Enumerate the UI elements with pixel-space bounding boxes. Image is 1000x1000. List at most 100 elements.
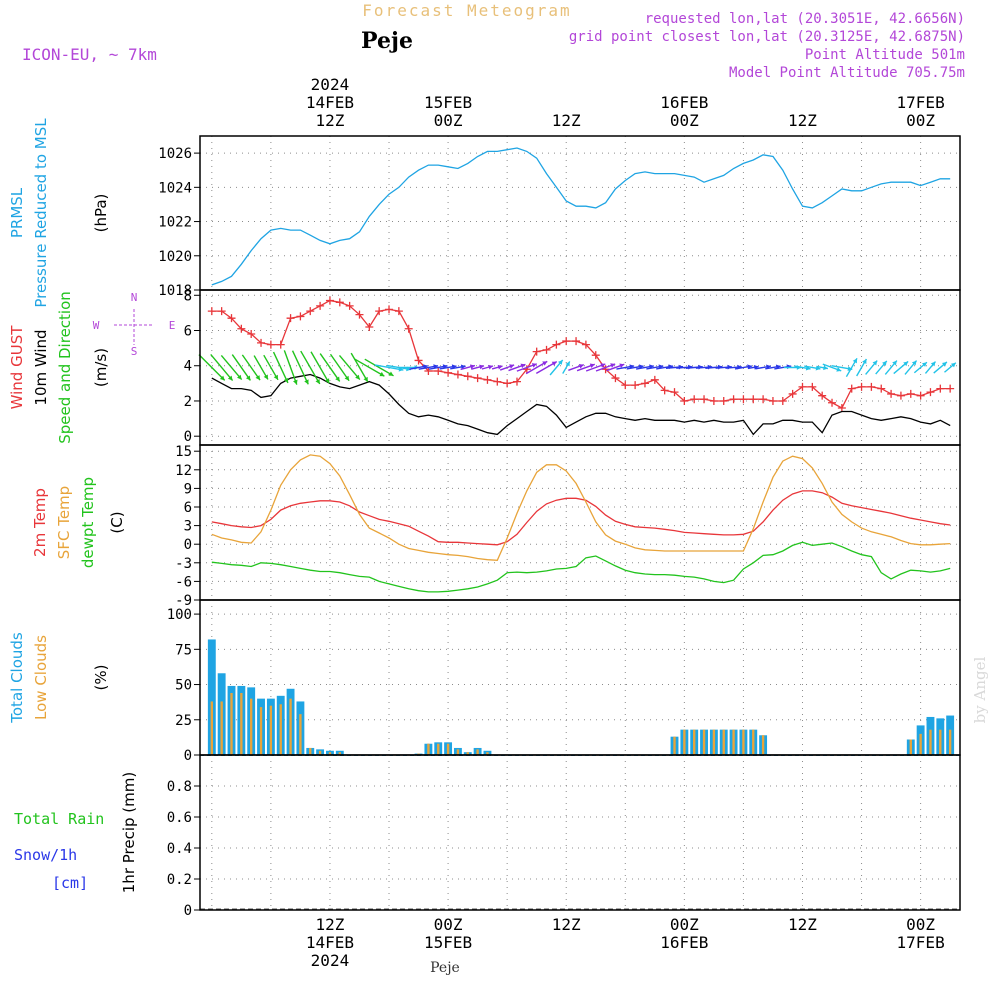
series-wind-gust — [211, 299, 951, 409]
low-cloud-bar — [722, 729, 725, 755]
gust-marker — [650, 375, 659, 384]
model-altitude: Model Point Altitude 705.75m — [729, 65, 965, 81]
wind-arrow-head — [941, 361, 947, 367]
low-cloud-bar — [269, 705, 273, 755]
y-tick-label: 0.4 — [167, 841, 192, 857]
location-title: Peje — [361, 28, 413, 54]
gust-marker — [739, 395, 748, 404]
gust-marker — [591, 351, 600, 360]
gust-marker — [887, 389, 896, 398]
wind-arrow-head — [578, 363, 584, 369]
series-prmsl — [211, 147, 951, 286]
wind-direction-arrow — [350, 352, 369, 383]
y-tick-label: 15 — [175, 444, 192, 460]
wind-arrow-head — [293, 379, 298, 385]
wind-arrow-head — [227, 375, 233, 381]
wind-direction-arrow — [291, 350, 309, 385]
gust-marker — [483, 375, 492, 384]
compass-e: E — [169, 319, 176, 332]
total-cloud-bar — [207, 639, 216, 755]
gust-marker — [562, 337, 571, 346]
low-cloud-bar — [919, 733, 922, 755]
series-dewpt-temp — [211, 541, 951, 593]
wind-arrow-head — [245, 375, 251, 381]
wind-arrow-head — [892, 360, 897, 366]
point-altitude: Point Altitude 501m — [805, 47, 965, 63]
units-label: (hPa) — [92, 194, 110, 233]
y-tick-label: 0.8 — [167, 779, 192, 795]
gust-marker — [778, 396, 787, 405]
gust-marker — [365, 322, 374, 331]
gust-marker — [414, 356, 423, 365]
low-cloud-bar — [939, 729, 942, 755]
panel-frame — [199, 135, 961, 291]
wind-direction-arrow — [329, 353, 350, 382]
gust-marker — [601, 365, 610, 374]
wind-direction-arrow — [210, 354, 234, 381]
low-cloud-bar — [948, 729, 952, 755]
wind-direction-arrow — [353, 358, 385, 377]
wind-arrow-head — [882, 360, 887, 366]
panel-wind: 0 2 4 6 8 Wind GUST 10m Wind Speed and Directio… — [8, 288, 961, 446]
gust-marker — [926, 388, 935, 397]
panel-label: 10m Wind — [32, 329, 50, 405]
gust-marker — [621, 381, 630, 390]
gust-marker — [896, 391, 905, 400]
wind-direction-arrow — [220, 354, 243, 381]
gust-marker — [434, 367, 443, 376]
y-tick-label: 0.2 — [167, 872, 192, 888]
gust-marker — [316, 301, 325, 310]
panel-clouds: 0 25 50 75 100 Total Clouds Low Clouds (%) — [8, 599, 961, 764]
gust-marker — [690, 395, 699, 404]
low-cloud-bar — [761, 735, 765, 755]
y-tick-label: -6 — [175, 574, 192, 590]
gust-marker — [709, 396, 718, 405]
gust-marker — [207, 307, 216, 316]
gust-marker — [404, 324, 413, 333]
gust-marker — [572, 337, 581, 346]
bottom-time-label: 12Z — [788, 915, 817, 934]
bottom-time-label: 14FEB — [306, 933, 354, 952]
gust-marker — [700, 395, 709, 404]
low-cloud-bar — [230, 693, 233, 755]
wind-arrow-head — [304, 379, 309, 385]
wind-direction-arrow — [283, 350, 298, 385]
wind-arrow-head — [911, 360, 917, 366]
series-10m-wind — [211, 373, 951, 436]
top-time-label: 15FEB — [424, 93, 472, 112]
top-time-label: 00Z — [670, 111, 699, 130]
bottom-time-label: 00Z — [670, 915, 699, 934]
bottom-time-label: 12Z — [552, 915, 581, 934]
y-tick-label: 3 — [184, 519, 192, 535]
panel-precip: 0 0.2 0.4 0.6 0.8 Total Rain Snow/1h [cm] 1hr Pr… — [14, 754, 961, 919]
wind-arrow-head — [497, 364, 503, 370]
low-cloud-bar — [929, 729, 932, 755]
wind-arrow-head — [950, 362, 956, 368]
wind-arrow-head — [565, 361, 570, 367]
gust-marker — [503, 379, 512, 388]
bottom-time-label: 16FEB — [660, 933, 708, 952]
wind-direction-arrow — [253, 355, 269, 380]
wind-arrow-head — [263, 374, 268, 380]
wind-direction-arrow — [241, 354, 261, 381]
panel-label: dewpt Temp — [79, 477, 97, 568]
gust-marker — [877, 384, 886, 393]
gust-marker — [759, 395, 768, 404]
wind-arrow-head — [922, 362, 927, 367]
wind-arrow-head — [753, 364, 759, 370]
watermark: by Angel — [971, 656, 989, 723]
panel-label: Pressure Reduced to MSL — [32, 118, 50, 308]
wind-arrow-head — [283, 377, 289, 383]
y-tick-label: -9 — [175, 593, 192, 609]
low-cloud-bar — [732, 729, 735, 755]
panel-frame — [199, 289, 961, 446]
gust-marker — [719, 396, 728, 405]
wind-direction-arrow — [374, 364, 404, 371]
model-label: ICON-EU, ~ 7km — [22, 45, 157, 64]
low-cloud-bar — [309, 747, 312, 755]
units-label: (C) — [108, 511, 126, 533]
panel-frame — [199, 599, 961, 756]
wind-direction-arrow — [198, 354, 226, 381]
gust-marker — [828, 398, 837, 407]
wind-arrow-head — [520, 363, 526, 369]
